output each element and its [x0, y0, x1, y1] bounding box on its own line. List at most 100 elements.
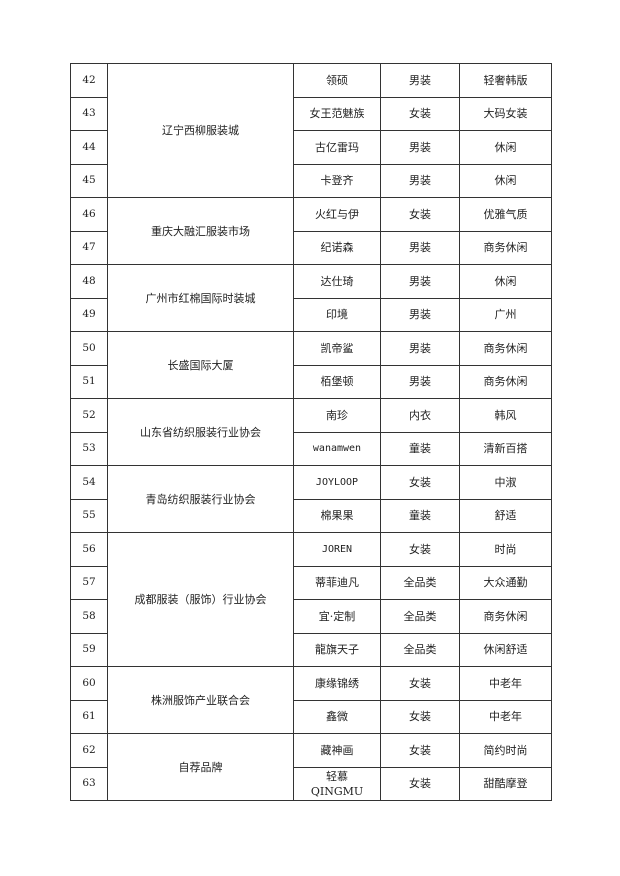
style-cell: 休闲 — [459, 264, 552, 299]
table-row: 52 山东省纺织服装行业协会 南珍 内衣 韩风 — [70, 398, 552, 466]
row-number-cell: 62 — [70, 733, 108, 768]
category-cell: 男装 — [380, 264, 460, 299]
style-cell: 大众通勤 — [459, 565, 552, 600]
row-number-cell: 57 — [70, 565, 108, 600]
row-number-cell: 49 — [70, 297, 108, 332]
brand-table: 42 辽宁西柳服装城 领硕 男装 轻奢韩版 43 女王范魅族 女装 大码女装 44 古亿雷玛 男装 休闲… — [70, 63, 552, 801]
category-cell: 内衣 — [380, 398, 460, 433]
organization-cell: 成都服装（服饰）行业协会 — [107, 532, 294, 667]
category-cell: 男装 — [380, 297, 460, 332]
row-number-cell: 56 — [70, 532, 108, 567]
table-row: 62 自荐品牌 藏神画 女装 简约时尚 — [70, 733, 552, 801]
organization-cell: 辽宁西柳服装城 — [107, 63, 294, 198]
brand-cell: 古亿雷玛 — [293, 130, 381, 165]
organization-cell: 山东省纺织服装行业协会 — [107, 398, 294, 466]
row-number-cell: 61 — [70, 699, 108, 734]
category-cell: 全品类 — [380, 565, 460, 600]
category-cell: 女装 — [380, 766, 460, 801]
brand-cell: 凯帝鲨 — [293, 331, 381, 366]
style-cell: 轻奢韩版 — [459, 63, 552, 98]
category-cell: 女装 — [380, 465, 460, 500]
organization-cell: 株洲服饰产业联合会 — [107, 666, 294, 734]
row-number-cell: 47 — [70, 230, 108, 265]
brand-cell: wanamwen — [293, 431, 381, 466]
table-row: 58 宜·定制 全品类 商务休闲 — [70, 599, 552, 634]
table-row: 48 广州市红棉国际时装城 达仕琦 男装 休闲 — [70, 264, 552, 332]
brand-cell: 女王范魅族 — [293, 96, 381, 131]
style-cell: 商务休闲 — [459, 599, 552, 634]
category-cell: 全品类 — [380, 599, 460, 634]
table-row: 63 轻慕 QINGMU 女装 甜酷摩登 — [70, 766, 552, 801]
style-cell: 优雅气质 — [459, 197, 552, 232]
row-number-cell: 52 — [70, 398, 108, 433]
style-cell: 商务休闲 — [459, 331, 552, 366]
brand-cell: 藏神画 — [293, 733, 381, 768]
organization-cell: 重庆大融汇服装市场 — [107, 197, 294, 265]
brand-cell: 火红与伊 — [293, 197, 381, 232]
row-number-cell: 59 — [70, 632, 108, 667]
row-number-cell: 42 — [70, 63, 108, 98]
category-cell: 男装 — [380, 331, 460, 366]
table-row: 61 鑫微 女装 中老年 — [70, 699, 552, 734]
brand-cell: 蒂菲迪凡 — [293, 565, 381, 600]
style-cell: 中老年 — [459, 666, 552, 701]
style-cell: 商务休闲 — [459, 364, 552, 399]
brand-cell: 棉果果 — [293, 498, 381, 533]
brand-cell: JOYLOOP — [293, 465, 381, 500]
category-cell: 女装 — [380, 96, 460, 131]
brand-cell: 轻慕 QINGMU — [293, 766, 381, 801]
style-cell: 甜酷摩登 — [459, 766, 552, 801]
row-number-cell: 60 — [70, 666, 108, 701]
row-number-cell: 55 — [70, 498, 108, 533]
category-cell: 男装 — [380, 63, 460, 98]
row-number-cell: 50 — [70, 331, 108, 366]
row-number-cell: 51 — [70, 364, 108, 399]
row-number-cell: 48 — [70, 264, 108, 299]
category-cell: 男装 — [380, 364, 460, 399]
style-cell: 广州 — [459, 297, 552, 332]
table-row: 50 长盛国际大厦 凯帝鲨 男装 商务休闲 — [70, 331, 552, 399]
row-number-cell: 53 — [70, 431, 108, 466]
table-row: 46 重庆大融汇服装市场 火红与伊 女装 优雅气质 — [70, 197, 552, 265]
style-cell: 大码女装 — [459, 96, 552, 131]
category-cell: 全品类 — [380, 632, 460, 667]
category-cell: 女装 — [380, 666, 460, 701]
table-row: 51 栢堡顿 男装 商务休闲 — [70, 364, 552, 399]
category-cell: 女装 — [380, 532, 460, 567]
row-number-cell: 63 — [70, 766, 108, 801]
style-cell: 简约时尚 — [459, 733, 552, 768]
brand-cell: 南珍 — [293, 398, 381, 433]
category-cell: 男装 — [380, 163, 460, 198]
brand-cell: 龍旗天子 — [293, 632, 381, 667]
table-row: 45 卡登齐 男装 休闲 — [70, 163, 552, 198]
table-row: 55 棉果果 童装 舒适 — [70, 498, 552, 533]
brand-cell: 卡登齐 — [293, 163, 381, 198]
organization-cell: 广州市红棉国际时装城 — [107, 264, 294, 332]
row-number-cell: 58 — [70, 599, 108, 634]
style-cell: 休闲 — [459, 130, 552, 165]
style-cell: 时尚 — [459, 532, 552, 567]
style-cell: 韩风 — [459, 398, 552, 433]
table-row: 47 纪诺森 男装 商务休闲 — [70, 230, 552, 265]
category-cell: 童装 — [380, 431, 460, 466]
category-cell: 女装 — [380, 733, 460, 768]
brand-cell: 康缘锦绣 — [293, 666, 381, 701]
category-cell: 女装 — [380, 197, 460, 232]
row-number-cell: 45 — [70, 163, 108, 198]
table-row: 43 女王范魅族 女装 大码女装 — [70, 96, 552, 131]
category-cell: 童装 — [380, 498, 460, 533]
style-cell: 商务休闲 — [459, 230, 552, 265]
brand-cell: 宜·定制 — [293, 599, 381, 634]
table-row: 44 古亿雷玛 男装 休闲 — [70, 130, 552, 165]
style-cell: 休闲舒适 — [459, 632, 552, 667]
row-number-cell: 46 — [70, 197, 108, 232]
brand-cell: 鑫微 — [293, 699, 381, 734]
brand-cell: 纪诺森 — [293, 230, 381, 265]
table-row: 54 青岛纺织服装行业协会 JOYLOOP 女装 中淑 — [70, 465, 552, 533]
brand-cell: 栢堡顿 — [293, 364, 381, 399]
category-cell: 男装 — [380, 230, 460, 265]
style-cell: 中老年 — [459, 699, 552, 734]
brand-cell: JOREN — [293, 532, 381, 567]
table-row: 59 龍旗天子 全品类 休闲舒适 — [70, 632, 552, 667]
row-number-cell: 44 — [70, 130, 108, 165]
